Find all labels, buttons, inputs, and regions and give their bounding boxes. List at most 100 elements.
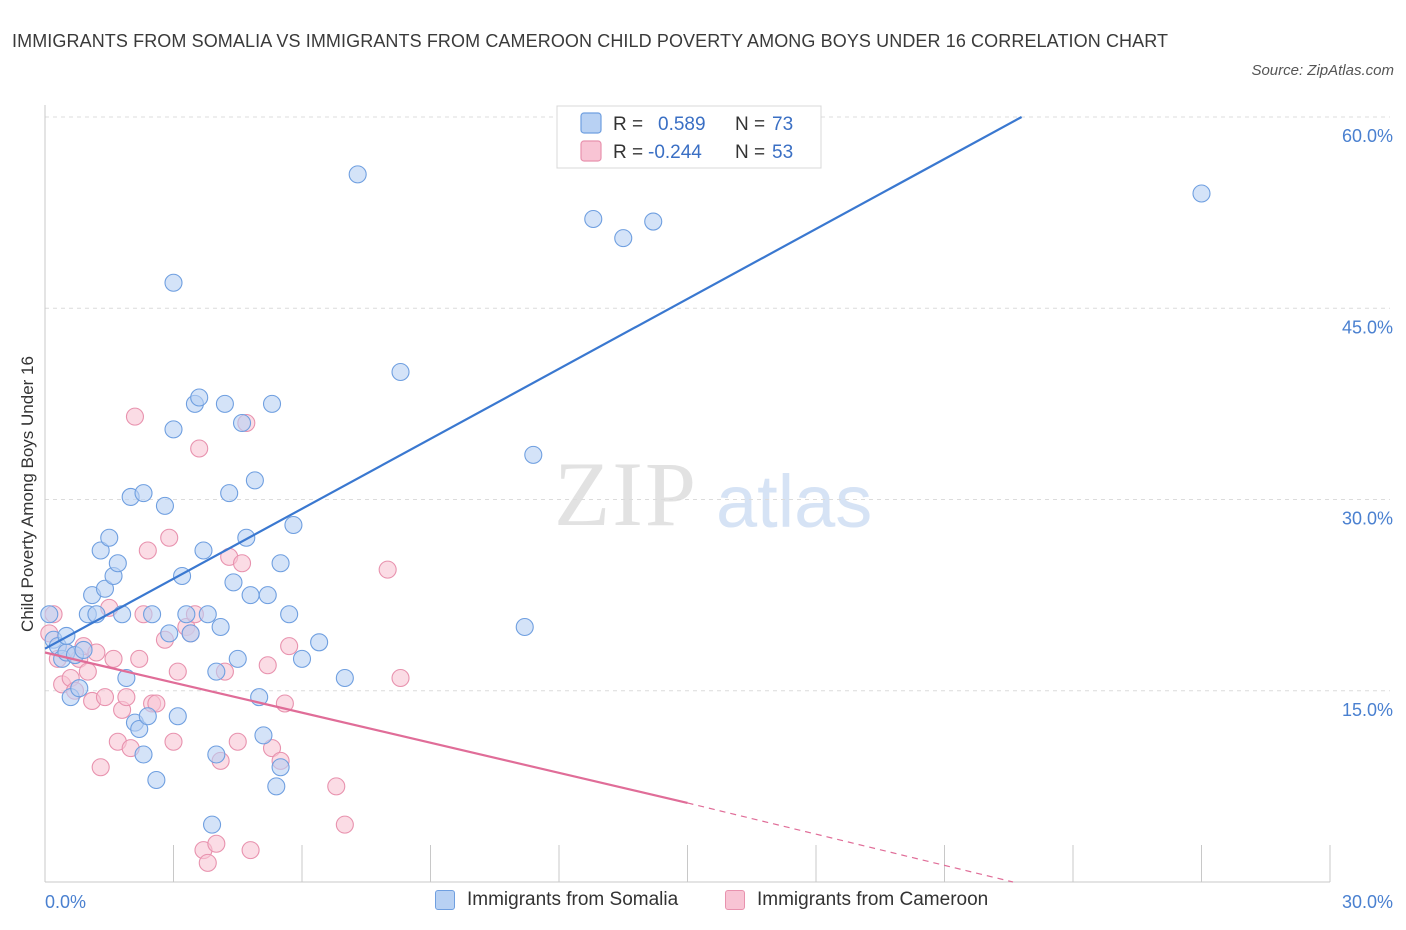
bottom-legend-swatch-cameroon (725, 890, 745, 910)
point-somalia (207, 745, 226, 764)
watermark-atlas: atlas (716, 460, 872, 543)
y-tick-label: 45.0% (1342, 317, 1393, 337)
point-somalia (280, 605, 299, 624)
correlation-legend: R = 0.589 N = 73 R = -0.244 N = 53 (556, 105, 822, 169)
point-somalia (95, 579, 115, 598)
point-cameroon (232, 554, 252, 573)
point-somalia (168, 707, 187, 726)
point-somalia (584, 209, 603, 229)
trend-line-cameroon-extension (687, 802, 1014, 883)
point-somalia (284, 515, 303, 535)
point-somalia (100, 528, 119, 547)
point-cameroon (95, 688, 115, 707)
point-cameroon (91, 758, 110, 777)
point-cameroon (280, 637, 299, 656)
point-cameroon (207, 834, 226, 853)
point-somalia (181, 624, 200, 643)
series-cameroon-points (40, 407, 410, 872)
point-somalia (138, 707, 157, 726)
watermark-zip: ZIP (554, 443, 698, 545)
point-somalia (292, 649, 312, 668)
point-somalia (271, 554, 290, 573)
point-somalia (91, 541, 110, 560)
point-somalia (262, 394, 282, 413)
series-somalia-points (40, 133, 1211, 834)
point-somalia (267, 777, 286, 796)
point-somalia (271, 758, 290, 777)
point-somalia (194, 541, 213, 560)
point-somalia (160, 624, 179, 643)
bottom-legend-swatch-somalia (435, 890, 455, 910)
point-cameroon (327, 777, 346, 796)
point-somalia (134, 484, 153, 503)
point-cameroon (335, 815, 354, 834)
point-somalia (147, 770, 166, 790)
point-somalia (108, 554, 127, 573)
point-somalia (198, 605, 217, 624)
x-tick-label: 30.0% (1342, 892, 1393, 912)
x-tick-label: 0.0% (45, 892, 86, 912)
point-somalia (348, 165, 367, 184)
point-somalia (1192, 184, 1211, 203)
point-somalia (524, 445, 543, 464)
point-somalia (40, 605, 59, 624)
point-somalia (614, 229, 633, 248)
bottom-legend: Immigrants from Somalia Immigrants from … (0, 889, 1406, 917)
point-cameroon (138, 541, 157, 560)
point-cameroon (262, 739, 282, 758)
gridlines (45, 116, 1390, 692)
y-tick-labels: 15.0% 30.0% 45.0% 60.0% (1342, 126, 1393, 720)
legend-swatch-cameroon (580, 140, 602, 162)
point-somalia (224, 573, 243, 592)
point-somalia (117, 668, 136, 688)
point-somalia (207, 662, 226, 681)
point-cameroon (160, 528, 179, 547)
point-cameroon (164, 732, 183, 751)
point-somalia (164, 420, 183, 439)
point-cameroon (190, 439, 209, 458)
point-cameroon (78, 662, 97, 681)
legend-n-label-cameroon: N = (735, 142, 765, 163)
point-somalia (134, 745, 153, 764)
point-cameroon (258, 656, 277, 675)
point-somalia (164, 273, 183, 292)
point-somalia (74, 640, 93, 660)
point-cameroon (198, 853, 217, 872)
point-cameroon (228, 732, 247, 751)
point-somalia (211, 617, 230, 637)
point-somalia (130, 719, 149, 739)
point-somalia (232, 413, 252, 433)
legend-n-label-somalia: N = (735, 114, 765, 135)
legend-n-value-somalia: 73 (772, 114, 793, 135)
point-somalia (203, 815, 222, 834)
point-somalia (215, 394, 234, 413)
source-label: Source: ZipAtlas.com (1251, 62, 1394, 79)
point-cameroon (378, 560, 397, 579)
point-cameroon (241, 841, 260, 860)
point-cameroon (117, 688, 136, 707)
point-cameroon (147, 694, 166, 713)
y-axis-label: Child Poverty Among Boys Under 16 (18, 356, 37, 632)
trend-line-somalia (44, 116, 1023, 650)
bottom-legend-label-somalia: Immigrants from Somalia (467, 889, 679, 910)
point-somalia (515, 617, 534, 637)
legend-r-label-somalia: R = (613, 114, 643, 135)
point-somalia (228, 649, 247, 668)
x-tick-labels: 0.0% 30.0% (45, 892, 1393, 912)
point-somalia (254, 726, 273, 745)
legend-n-value-cameroon: 53 (772, 142, 793, 163)
legend-r-value-somalia: 0.589 (658, 114, 706, 135)
point-cameroon (168, 662, 187, 681)
point-somalia (177, 605, 196, 624)
legend-r-label-cameroon: R = (613, 142, 643, 163)
point-somalia (241, 586, 260, 605)
bottom-legend-somalia: Immigrants from Somalia (435, 889, 678, 911)
chart-title: IMMIGRANTS FROM SOMALIA VS IMMIGRANTS FR… (12, 31, 1169, 51)
point-somalia (70, 679, 89, 698)
point-somalia (245, 471, 264, 490)
legend-swatch-somalia (580, 112, 602, 134)
point-cameroon (130, 649, 149, 668)
bottom-legend-cameroon: Immigrants from Cameroon (725, 889, 988, 911)
point-cameroon (125, 407, 144, 426)
point-somalia (155, 496, 174, 515)
